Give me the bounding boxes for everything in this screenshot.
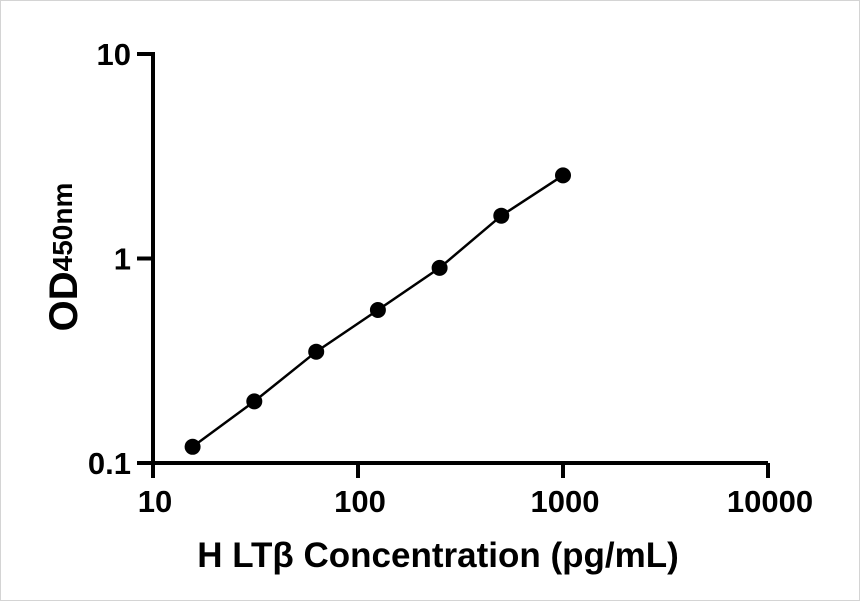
data-point [555,167,571,184]
y-axis-ticks: 10 1 0.1 [88,37,153,481]
data-point [184,438,201,455]
data-point [246,393,263,410]
axes [137,52,768,478]
x-axis-title: H LTβ Concentration (pg/mL) [197,536,679,575]
y-axis-title-sub: 450nm [47,183,78,272]
x-tick-label: 10 [138,484,172,519]
x-tick-label: 100 [334,484,386,519]
data-point [308,343,325,360]
y-tick-label: 10 [97,37,131,72]
y-axis-title-main: OD [42,271,86,331]
data-point [493,207,510,224]
data-series [184,167,571,455]
x-tick-label: 10000 [727,484,813,519]
x-tick-label: 1000 [531,484,600,519]
y-tick-label: 0.1 [88,446,131,481]
y-axis-title: OD450nm [42,183,86,332]
x-axis-ticks: 10 100 1000 10000 [138,463,813,519]
y-tick-label: 1 [114,242,131,277]
data-point [369,302,386,318]
data-point [431,259,448,276]
